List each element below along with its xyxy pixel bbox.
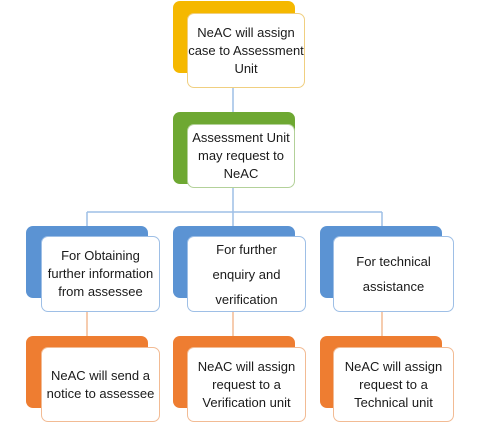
node-label: NeAC will assign case to Assessment Unit — [188, 24, 304, 76]
node-card: For Obtaining further information from a… — [41, 236, 160, 312]
node-label: For Obtaining further information from a… — [47, 248, 154, 299]
node-card: For further enquiry and verification — [187, 236, 306, 312]
node-card: NeAC will assign case to Assessment Unit — [187, 13, 305, 88]
node-label: NeAC will assign request to a Technical … — [344, 358, 443, 410]
node-card: For technical assistance — [333, 236, 454, 312]
node-label: NeAC will send a notice to assessee — [46, 367, 155, 401]
node-label: Assessment Unit may request to NeAC — [192, 130, 290, 181]
node-card: Assessment Unit may request to NeAC — [187, 124, 295, 188]
node-label: For technical assistance — [356, 254, 431, 294]
node-card: NeAC will send a notice to assessee — [41, 347, 160, 422]
node-card: NeAC will assign request to a Verificati… — [187, 347, 306, 422]
node-card: NeAC will assign request to a Technical … — [333, 347, 454, 422]
node-label: NeAC will assign request to a Verificati… — [197, 358, 296, 410]
node-label: For further enquiry and verification — [212, 241, 281, 307]
